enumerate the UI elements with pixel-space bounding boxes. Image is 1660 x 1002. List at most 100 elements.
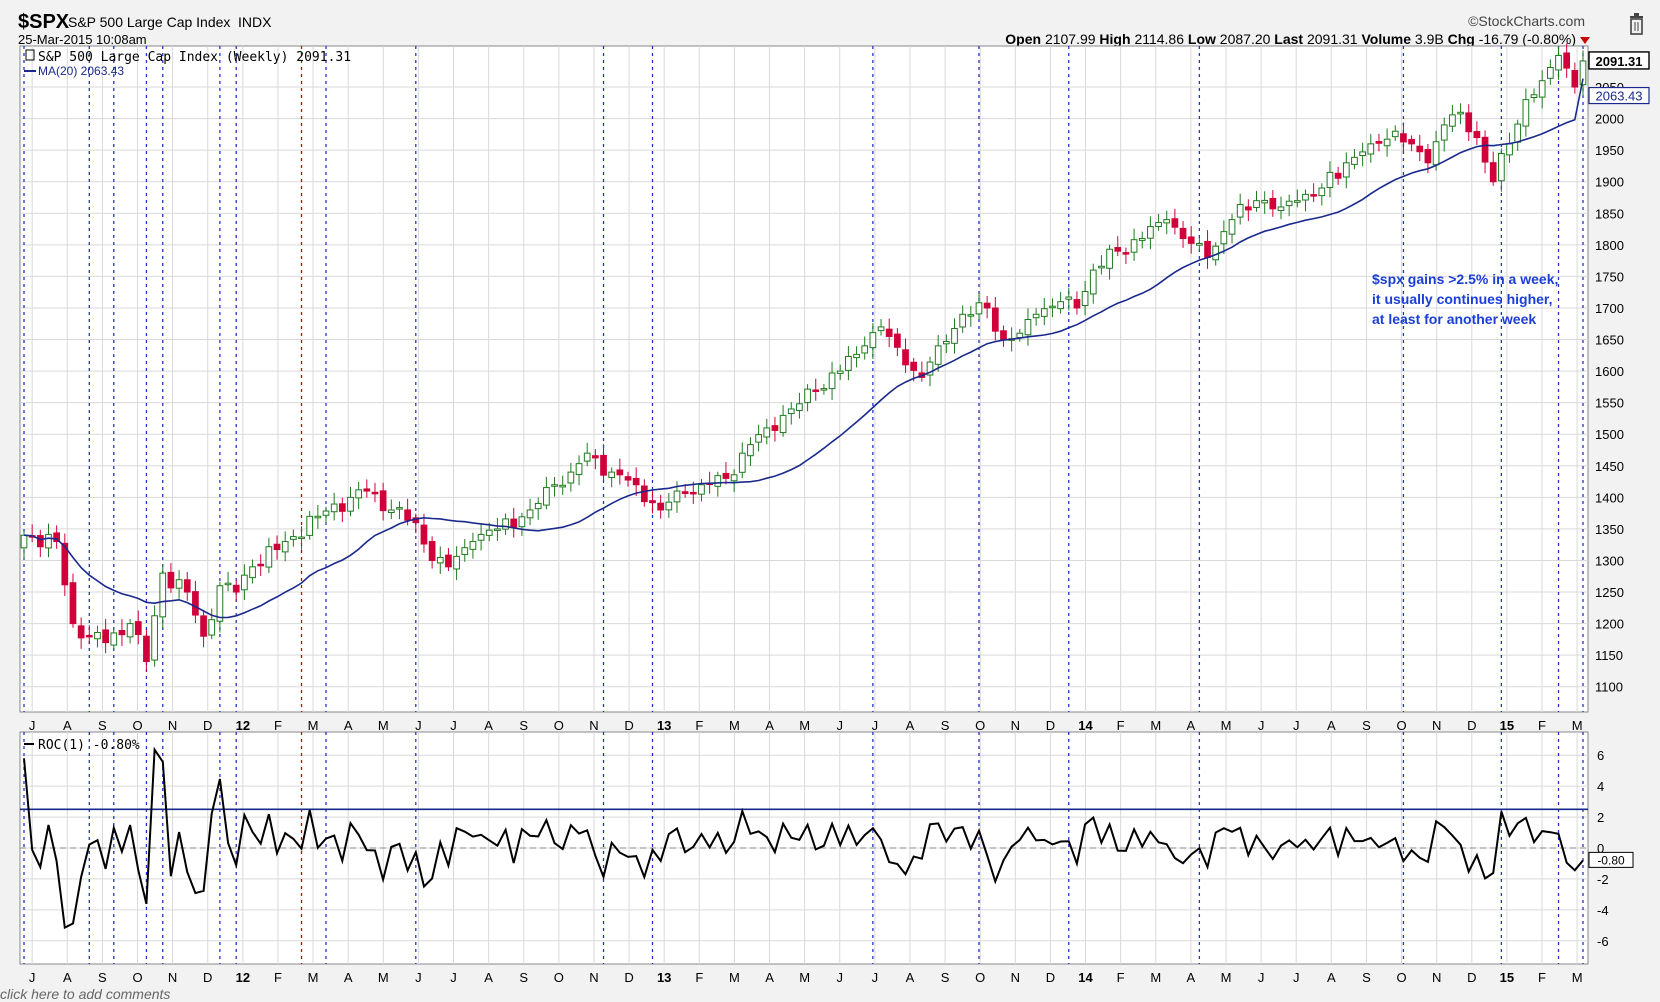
candle-up — [355, 489, 363, 499]
candle-up — [469, 541, 477, 550]
roc-x-tick-label: S — [1362, 970, 1371, 985]
roc-x-tick-label: F — [1117, 970, 1125, 985]
candle-up — [796, 403, 803, 412]
ma20-line — [23, 78, 1584, 619]
candle-up — [1098, 265, 1105, 269]
candle-up — [526, 509, 534, 519]
candle-up — [126, 623, 134, 638]
candle-up — [567, 471, 575, 484]
roc-x-tick-label: A — [1327, 970, 1336, 985]
candle-down — [77, 625, 85, 639]
candle-down — [632, 477, 640, 486]
candle-up — [1016, 332, 1024, 339]
price-tick-label: 1750 — [1595, 269, 1624, 284]
candle-down — [1481, 136, 1489, 163]
candle-down — [257, 563, 265, 567]
candle-up — [1065, 296, 1073, 300]
roc-x-tick-label: F — [695, 970, 703, 985]
candle-up — [1555, 54, 1562, 71]
price-tick-label: 1500 — [1595, 427, 1624, 442]
candle-up — [1522, 99, 1530, 127]
roc-x-tick-label: O — [975, 970, 985, 985]
candle-up — [494, 528, 501, 531]
candle-up — [1277, 206, 1285, 212]
candle-down — [592, 455, 599, 459]
candle-up — [1130, 239, 1138, 253]
price-x-tick-label: O — [132, 718, 142, 733]
roc-x-tick-label: M — [729, 970, 740, 985]
roc-x-tick-label: 13 — [657, 970, 671, 985]
price-x-tick-label: D — [203, 718, 212, 733]
price-x-tick-label: 15 — [1500, 718, 1514, 733]
candle-up — [1514, 123, 1522, 143]
roc-x-tick-label: O — [1396, 970, 1406, 985]
price-x-tick-label: J — [29, 718, 36, 733]
quote-value-high: 2114.86 — [1134, 31, 1184, 47]
price-tick-label: 2000 — [1595, 112, 1624, 127]
roc-x-tick-label: O — [554, 970, 564, 985]
candle-up — [1530, 94, 1538, 98]
candle-up — [298, 536, 305, 540]
candle-up — [1138, 238, 1146, 241]
candle-down — [1244, 206, 1252, 211]
roc-tick-label: 4 — [1597, 779, 1604, 794]
candle-down — [910, 361, 918, 371]
quote-value-last: 2091.31 — [1307, 31, 1358, 47]
price-x-tick-label: 13 — [657, 718, 671, 733]
candle-down — [118, 630, 126, 636]
candle-up — [1302, 193, 1309, 201]
price-tick-label: 1850 — [1595, 206, 1624, 221]
candle-down — [200, 615, 207, 637]
candle-down — [420, 524, 428, 545]
roc-x-tick-label: M — [799, 970, 810, 985]
roc-y-axis: 6 4 2 0 -2 -4 -6 — [1597, 748, 1609, 949]
candle-down — [143, 635, 150, 662]
candle-down — [1465, 112, 1473, 133]
exchange: INDX — [238, 14, 272, 30]
price-x-tick-label: D — [624, 718, 633, 733]
quote-label-open: Open — [1005, 31, 1045, 47]
price-tick-label: 1100 — [1595, 680, 1623, 695]
price-x-tick-label: S — [941, 718, 950, 733]
candle-up — [755, 434, 762, 443]
roc-x-tick-label: A — [63, 970, 72, 985]
candle-up — [1498, 153, 1505, 182]
roc-x-tick-label: 14 — [1078, 970, 1093, 985]
ma-legend: MA(20) 2063.43 — [38, 64, 124, 78]
trash-icon[interactable] — [1630, 13, 1643, 35]
candle-down — [1187, 236, 1195, 244]
candle-up — [502, 518, 509, 530]
candle-up — [387, 509, 395, 514]
roc-x-tick-label: M — [1150, 970, 1161, 985]
price-x-tick-label: S — [98, 718, 107, 733]
price-x-tick-label: M — [378, 718, 389, 733]
roc-x-tick-label: J — [29, 970, 36, 985]
candle-down — [771, 425, 779, 431]
candle-up — [877, 326, 885, 332]
price-tick-label: 1450 — [1595, 459, 1624, 474]
candle-up — [1049, 305, 1056, 309]
candle-up — [861, 345, 869, 354]
candle-up — [665, 501, 673, 511]
candle-down — [1310, 194, 1318, 197]
price-x-tick-label: J — [1258, 718, 1265, 733]
roc-x-tick-label: N — [1011, 970, 1020, 985]
roc-x-tick-label: J — [1293, 970, 1300, 985]
quote-value-chg: -16.79 (-0.80%) — [1479, 31, 1576, 47]
candle-up — [869, 332, 877, 349]
price-grid — [20, 46, 1588, 712]
candle-down — [1269, 197, 1277, 210]
candle-down — [445, 554, 452, 568]
candle-down — [1563, 52, 1571, 69]
candle-down — [363, 488, 371, 492]
candle-down — [1473, 131, 1481, 139]
add-comments-link[interactable]: click here to add comments — [0, 986, 170, 1002]
candle-up — [281, 541, 289, 553]
candle-up — [951, 327, 958, 344]
price-x-tick-label: A — [906, 718, 915, 733]
price-x-tick-label: O — [1396, 718, 1406, 733]
candle-down — [428, 540, 436, 561]
price-legend-title: S&P 500 Large Cap Index (Weekly) 2091.31 — [38, 50, 351, 65]
candle-up — [1318, 187, 1326, 197]
candle-up — [959, 313, 967, 328]
